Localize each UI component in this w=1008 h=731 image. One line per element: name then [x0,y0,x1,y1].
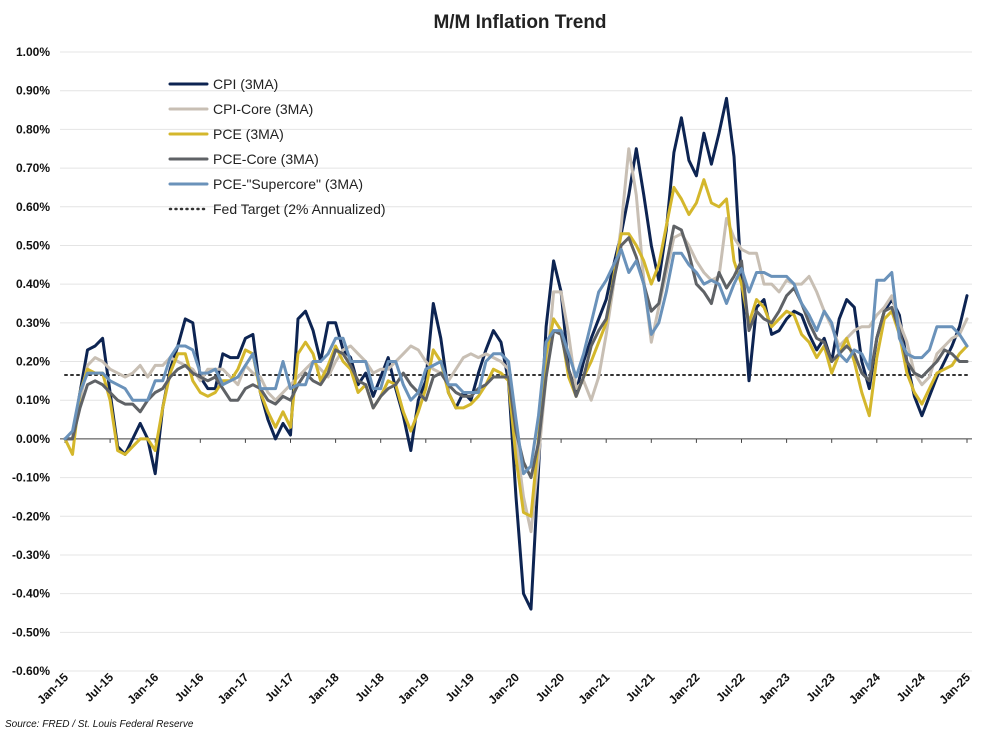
legend-label: PCE-Core (3MA) [213,151,319,167]
legend-label: Fed Target (2% Annualized) [213,201,386,217]
y-tick-label: 0.70% [16,161,50,175]
x-tick-label: Jul-16 [172,670,207,705]
legend: CPI (3MA) CPI-Core (3MA) PCE (3MA) PCE-Core… [168,76,386,217]
x-tick-label: Jan-17 [215,670,252,707]
y-tick-label: -0.20% [12,509,50,523]
x-tick-label: Jan-20 [485,670,522,707]
x-tick-label: Jan-16 [125,670,162,707]
x-tick-label: Jul-24 [894,670,929,705]
x-tick-label: Jan-22 [666,670,703,707]
y-tick-label: 1.00% [16,45,50,59]
x-tick-label: Jul-17 [262,670,297,705]
x-tick-label: Jul-23 [803,670,838,705]
series-line-4 [63,224,969,480]
series-line-1 [63,96,969,611]
y-tick-label: -0.30% [12,548,50,562]
x-tick-label: Jul-18 [352,670,387,705]
x-tick-label: Jan-21 [576,670,613,707]
x-tick-label: Jul-21 [623,670,658,705]
y-tick-label: -0.50% [12,625,50,639]
legend-label: PCE (3MA) [213,126,284,142]
y-tick-label: 0.20% [16,355,50,369]
x-tick-label: Jan-25 [936,670,973,707]
x-tick-label: Jul-20 [533,670,568,705]
y-tick-label: 0.60% [16,200,50,214]
source-note: Source: FRED / St. Louis Federal Reserve [5,719,194,730]
x-axis: Jan-15 Jul-15 Jan-16 Jul-16 Jan-17 Jul-17 Jan-… [34,438,973,707]
series-lines [63,96,969,611]
x-tick-label: Jan-19 [395,670,432,707]
y-tick-label: 0.50% [16,238,50,252]
y-tick-label: 0.80% [16,122,50,136]
y-axis: -0.60% -0.50% -0.40% -0.30% -0.20% -0.10% 0.00… [12,45,50,678]
series-line-3 [63,178,969,518]
y-tick-label: -0.60% [12,664,50,678]
x-tick-label: Jul-22 [713,670,748,705]
y-tick-label: -0.40% [12,587,50,601]
y-tick-label: 0.90% [16,84,50,98]
x-tick-label: Jan-24 [846,670,883,707]
chart-title: M/M Inflation Trend [433,12,606,33]
x-tick-label: Jul-15 [82,670,117,705]
legend-label: PCE-"Supercore" (3MA) [213,176,363,192]
y-tick-label: 0.10% [16,393,50,407]
x-tick-label: Jan-23 [756,670,793,707]
y-tick-label: 0.30% [16,316,50,330]
legend-label: CPI (3MA) [213,76,278,92]
legend-label: CPI-Core (3MA) [213,101,313,117]
y-tick-label: 0.00% [16,432,50,446]
x-tick-label: Jan-18 [305,670,342,707]
y-tick-label: -0.10% [12,471,50,485]
x-tick-label: Jul-19 [443,670,478,705]
series-line-5 [63,247,969,476]
y-tick-label: 0.40% [16,277,50,291]
